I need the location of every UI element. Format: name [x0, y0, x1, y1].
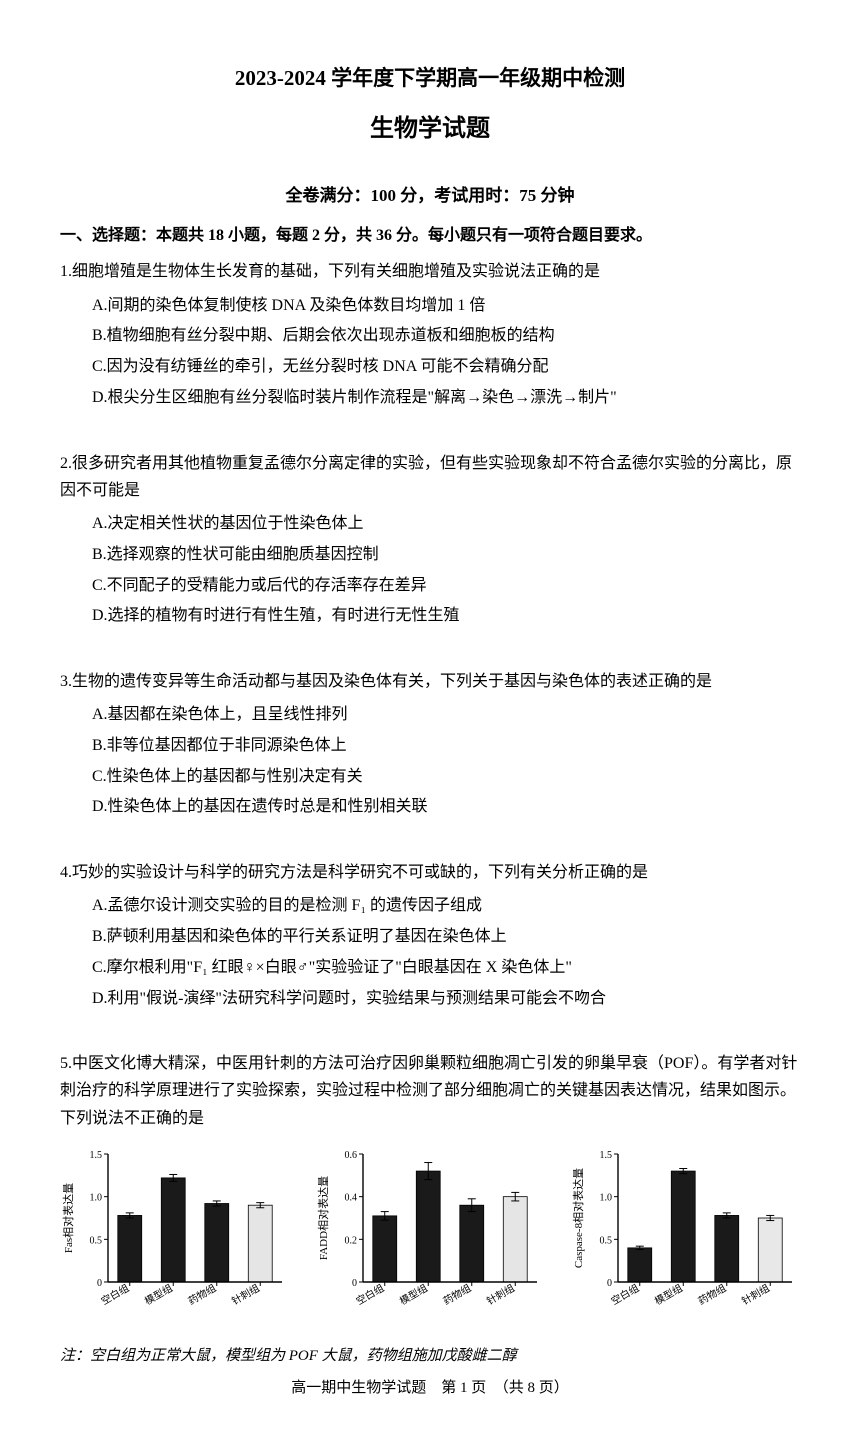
chart-caspase8: 0 0.5 1.0 1.5 空白组模型组药物组针刺组 Caspase-8相对表达量 — [570, 1142, 800, 1333]
svg-text:模型组: 模型组 — [652, 1281, 684, 1307]
q3-stem: 3.生物的遗传变异等生命活动都与基因及染色体有关，下列关于基因与染色体的表述正确… — [60, 668, 800, 695]
chart-fas: 0 0.5 1.0 1.5 空白组模型组药物组针刺组 Fas相对表达量 — [60, 1142, 290, 1333]
q1-option-a: A.间期的染色体复制使核 DNA 及染色体数目均增加 1 倍 — [92, 292, 800, 321]
svg-text:0.6: 0.6 — [345, 1150, 358, 1161]
page-footer: 高一期中生物学试题 第 1 页 （共 8 页） — [60, 1375, 800, 1402]
q4-options: A.孟德尔设计测交实验的目的是检测 F₁ 的遗传因子组成 B.萨顿利用基因和染色… — [92, 892, 800, 1013]
svg-text:FADD相对表达量: FADD相对表达量 — [316, 1176, 330, 1260]
q4-option-b: B.萨顿利用基因和染色体的平行关系证明了基因在染色体上 — [92, 923, 800, 952]
q1-stem: 1.细胞增殖是生物体生长发育的基础，下列有关细胞增殖及实验说法正确的是 — [60, 258, 800, 285]
q3-option-d: D.性染色体上的基因在遗传时总是和性别相关联 — [92, 793, 800, 822]
q4-stem: 4.巧妙的实验设计与科学的研究方法是科学研究不可或缺的，下列有关分析正确的是 — [60, 859, 800, 886]
svg-text:0.2: 0.2 — [345, 1235, 358, 1246]
q1-option-c: C.因为没有纺锤丝的牵引，无丝分裂时核 DNA 可能不会精确分配 — [92, 353, 800, 382]
svg-text:空白组: 空白组 — [609, 1281, 641, 1307]
chart-fadd: 0 0.2 0.4 0.6 空白组模型组药物组针刺组 FADD相对表达量 — [315, 1142, 545, 1333]
exam-info: 全卷满分：100 分，考试用时：75 分钟 — [60, 181, 800, 212]
svg-text:0.5: 0.5 — [90, 1235, 103, 1246]
q2-option-a: A.决定相关性状的基因位于性染色体上 — [92, 510, 800, 539]
q4-option-d: D.利用"假说-演绎"法研究科学问题时，实验结果与预测结果可能会不吻合 — [92, 985, 800, 1014]
svg-text:药物组: 药物组 — [441, 1281, 473, 1307]
subject-title: 生物学试题 — [60, 108, 800, 151]
svg-text:0: 0 — [607, 1278, 612, 1289]
svg-text:0: 0 — [352, 1278, 357, 1289]
q1-option-b: B.植物细胞有丝分裂中期、后期会依次出现赤道板和细胞板的结构 — [92, 322, 800, 351]
svg-text:0.4: 0.4 — [345, 1192, 358, 1203]
q4-option-a: A.孟德尔设计测交实验的目的是检测 F₁ 的遗传因子组成 — [92, 892, 800, 921]
svg-text:空白组: 空白组 — [354, 1281, 386, 1307]
q3-option-b: B.非等位基因都位于非同源染色体上 — [92, 732, 800, 761]
section1-header: 一、选择题：本题共 18 小题，每题 2 分，共 36 分。每小题只有一项符合题… — [60, 222, 800, 251]
q4-option-c: C.摩尔根利用"F₁ 红眼♀×白眼♂"实验验证了"白眼基因在 X 染色体上" — [92, 954, 800, 983]
main-title: 2023-2024 学年度下学期高一年级期中检测 — [60, 60, 800, 98]
q2-stem: 2.很多研究者用其他植物重复孟德尔分离定律的实验，但有些实验现象却不符合孟德尔实… — [60, 450, 800, 504]
q2-options: A.决定相关性状的基因位于性染色体上 B.选择观察的性状可能由细胞质基因控制 C… — [92, 510, 800, 631]
svg-text:1.5: 1.5 — [600, 1150, 613, 1161]
q5-note: 注：空白组为正常大鼠，模型组为 POF 大鼠，药物组施加戊酸雌二醇 — [60, 1343, 800, 1370]
svg-text:针刺组: 针刺组 — [229, 1281, 261, 1307]
q3-option-a: A.基因都在染色体上，且呈线性排列 — [92, 701, 800, 730]
svg-text:模型组: 模型组 — [142, 1281, 174, 1307]
svg-text:Caspase-8相对表达量: Caspase-8相对表达量 — [571, 1168, 585, 1268]
svg-text:针刺组: 针刺组 — [484, 1281, 516, 1307]
q1-option-d: D.根尖分生区细胞有丝分裂临时装片制作流程是"解离→染色→漂洗→制片" — [92, 384, 800, 413]
q3-option-c: C.性染色体上的基因都与性别决定有关 — [92, 763, 800, 792]
q2-option-d: D.选择的植物有时进行有性生殖，有时进行无性生殖 — [92, 602, 800, 631]
svg-text:Fas相对表达量: Fas相对表达量 — [61, 1183, 75, 1253]
q2-option-b: B.选择观察的性状可能由细胞质基因控制 — [92, 541, 800, 570]
q5-stem: 5.中医文化博大精深，中医用针刺的方法可治疗因卵巢颗粒细胞凋亡引发的卵巢早衰（P… — [60, 1050, 800, 1132]
charts-row: 00.51.01.5空白组模型组药物组针刺组Fas相对表达量 00.20.40.… — [60, 1142, 800, 1333]
svg-text:1.0: 1.0 — [600, 1192, 613, 1203]
svg-text:0: 0 — [97, 1278, 102, 1289]
svg-text:针刺组: 针刺组 — [739, 1281, 771, 1307]
svg-text:模型组: 模型组 — [397, 1281, 429, 1307]
q1-options: A.间期的染色体复制使核 DNA 及染色体数目均增加 1 倍 B.植物细胞有丝分… — [92, 292, 800, 413]
svg-text:1.0: 1.0 — [90, 1192, 103, 1203]
svg-text:药物组: 药物组 — [696, 1281, 728, 1307]
svg-text:1.5: 1.5 — [90, 1150, 103, 1161]
svg-text:药物组: 药物组 — [186, 1281, 218, 1307]
q2-option-c: C.不同配子的受精能力或后代的存活率存在差异 — [92, 572, 800, 601]
q3-options: A.基因都在染色体上，且呈线性排列 B.非等位基因都位于非同源染色体上 C.性染… — [92, 701, 800, 822]
svg-text:0.5: 0.5 — [600, 1235, 613, 1246]
svg-text:空白组: 空白组 — [99, 1281, 131, 1307]
